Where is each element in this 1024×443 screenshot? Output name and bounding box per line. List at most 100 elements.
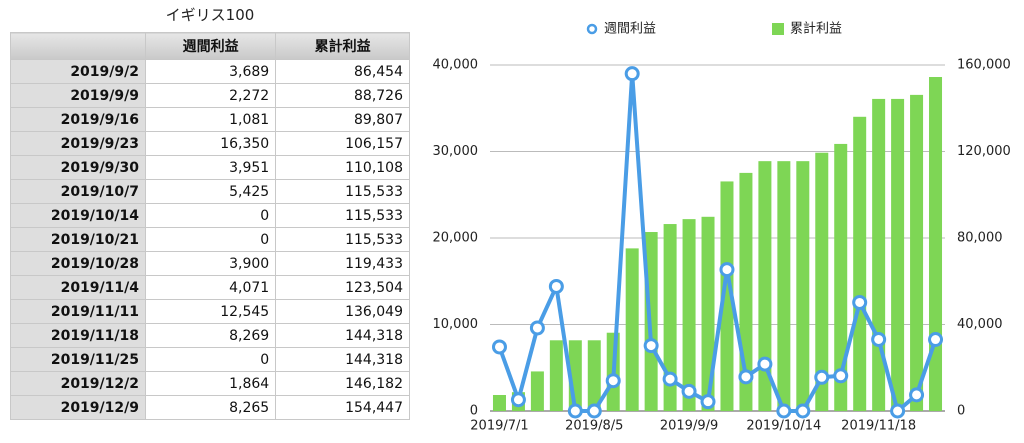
line-point — [605, 373, 621, 389]
bar — [587, 340, 601, 411]
value-cell: 144,318 — [275, 323, 410, 348]
bar — [758, 161, 772, 411]
legend-label: 累計利益 — [790, 21, 842, 37]
value-cell: 0 — [144, 227, 277, 252]
y-tick-label: 30,000 — [433, 144, 479, 159]
date-cell: 2019/10/21 — [10, 227, 146, 252]
bar — [796, 161, 810, 411]
value-cell: 115,533 — [275, 227, 410, 252]
line-point — [567, 403, 583, 419]
date-cell: 2019/10/7 — [10, 179, 146, 204]
line-point — [928, 332, 944, 348]
y-tick-label: 0 — [470, 404, 478, 419]
date-cell: 2019/9/30 — [10, 155, 146, 180]
value-cell: 3,900 — [144, 251, 277, 276]
bar — [910, 94, 924, 412]
legend-label: 週間利益 — [604, 22, 656, 37]
value-cell: 1,864 — [144, 371, 277, 396]
line-point — [529, 320, 545, 336]
line-point — [738, 369, 754, 385]
table-row: 2019/9/23 16,350 106,157 — [10, 131, 410, 156]
value-cell: 8,269 — [144, 323, 277, 348]
bar — [834, 143, 848, 411]
line — [497, 71, 938, 413]
value-cell: 3,689 — [144, 59, 277, 84]
line-point — [548, 278, 564, 294]
line-point — [510, 392, 526, 408]
y-tick-label: 40,000 — [433, 58, 479, 73]
table-row: 2019/12/9 8,265 154,447 — [10, 395, 410, 420]
table-row: 2019/10/21 0 115,533 — [10, 227, 410, 252]
y-tick-label: 10,000 — [433, 317, 479, 332]
table-row: 2019/12/2 1,864 146,182 — [10, 371, 410, 396]
bar — [663, 224, 677, 411]
value-cell: 106,157 — [275, 131, 410, 156]
bar — [492, 394, 506, 411]
value-cell: 8,265 — [144, 395, 277, 420]
y2-tick-label: 40,000 — [957, 317, 1003, 332]
table-row: 2019/9/2 3,689 86,454 — [10, 59, 410, 84]
value-cell: 115,533 — [275, 203, 410, 228]
header-row: 週間利益 累計利益 — [10, 32, 410, 60]
value-cell: 16,350 — [144, 131, 277, 156]
y2-tick-label: 80,000 — [957, 231, 1003, 246]
date-cell: 2019/11/18 — [10, 323, 146, 348]
line-point — [776, 403, 792, 419]
line-point — [662, 371, 678, 387]
value-cell: 136,049 — [275, 299, 410, 324]
value-cell: 1,081 — [144, 107, 277, 132]
bar — [929, 77, 943, 411]
table-row: 2019/10/14 0 115,533 — [10, 203, 410, 228]
line-point — [871, 331, 887, 347]
table-row: 2019/11/11 12,545 136,049 — [10, 299, 410, 324]
line-point — [909, 387, 925, 403]
line-point — [757, 356, 773, 372]
date-cell: 2019/10/14 — [10, 203, 146, 228]
line-point — [624, 66, 640, 82]
bar — [530, 371, 544, 411]
value-cell: 0 — [144, 203, 277, 228]
bar — [625, 248, 639, 411]
y-tick-label: 20,000 — [433, 231, 479, 246]
line-point — [586, 403, 602, 419]
line-point — [491, 339, 507, 355]
value-cell: 3,951 — [144, 155, 277, 180]
bar — [701, 216, 715, 411]
date-cell: 2019/11/4 — [10, 275, 146, 300]
x-tick-label: 2019/10/14 — [746, 419, 821, 434]
x-tick-label: 2019/11/18 — [841, 419, 916, 434]
x-tick-label: 2019/7/1 — [470, 419, 528, 434]
line-point — [681, 383, 697, 399]
line-point — [833, 368, 849, 384]
date-cell: 2019/10/28 — [10, 251, 146, 276]
x-tick-label: 2019/8/5 — [565, 419, 623, 434]
date-cell: 2019/12/2 — [10, 371, 146, 396]
date-cell: 2019/11/11 — [10, 299, 146, 324]
legend-icon — [772, 23, 784, 35]
legend-icon — [586, 23, 598, 35]
table-row: 2019/11/25 0 144,318 — [10, 347, 410, 372]
value-cell: 2,272 — [144, 83, 277, 108]
line-point — [890, 403, 906, 419]
y2-tick-label: 0 — [957, 404, 965, 419]
table-title: イギリス100 — [165, 6, 255, 24]
bar — [853, 116, 867, 411]
date-cell: 2019/9/23 — [10, 131, 146, 156]
line-point — [719, 262, 735, 278]
table-row: 2019/9/30 3,951 110,108 — [10, 155, 410, 180]
line-point — [643, 338, 659, 354]
table-row: 2019/9/9 2,272 88,726 — [10, 83, 410, 108]
bar — [682, 219, 696, 411]
bar — [549, 340, 563, 411]
bar — [891, 98, 905, 411]
value-cell: 119,433 — [275, 251, 410, 276]
value-cell: 89,807 — [275, 107, 410, 132]
bar — [720, 181, 734, 411]
table-row: 2019/11/4 4,071 123,504 — [10, 275, 410, 300]
line-point — [852, 294, 868, 310]
date-cell: 2019/9/2 — [10, 59, 146, 84]
value-cell: 123,504 — [275, 275, 410, 300]
y2-tick-label: 120,000 — [957, 144, 1011, 159]
